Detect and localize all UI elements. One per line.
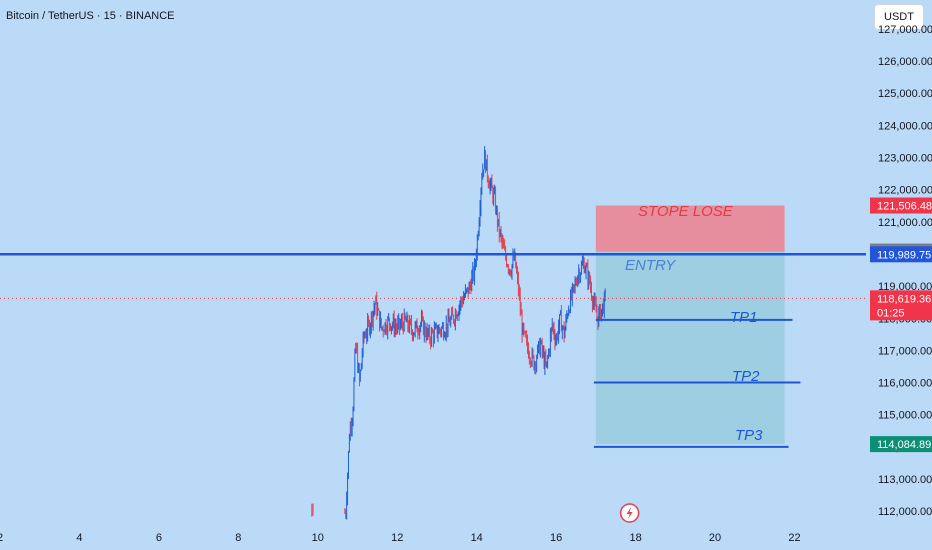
- y-tick-label: 116,000.00: [878, 378, 932, 390]
- y-tick-label: 112,000.00: [878, 506, 932, 518]
- price-tag-bg: [870, 197, 932, 214]
- y-tick-label: 123,000.00: [878, 153, 932, 165]
- x-tick-label: 22: [788, 532, 800, 544]
- y-tick-label: 115,000.00: [878, 410, 932, 422]
- stop-loss-label: STOPE LOSE: [638, 203, 734, 220]
- tp1-label: TP1: [730, 309, 758, 326]
- tp2-label: TP2: [732, 368, 760, 385]
- last-price-tag-bg: [870, 290, 932, 321]
- price-tag-label: 114,084.89: [877, 439, 931, 451]
- x-tick-label: 8: [235, 532, 241, 544]
- x-tick-label: 18: [629, 532, 641, 544]
- price-tag: 119,989.75: [870, 246, 932, 263]
- price-tag-label: 119,989.75: [877, 249, 931, 261]
- price-tag: 114,084.89: [870, 436, 932, 453]
- y-tick-label: 121,000.00: [878, 217, 932, 229]
- symbol-title[interactable]: Bitcoin / TetherUS · 15 · BINANCE: [6, 10, 175, 22]
- price-tag-bg: [870, 436, 932, 453]
- last-price-label: 118,619.36: [877, 293, 931, 305]
- y-tick-label: 124,000.00: [878, 120, 932, 132]
- price-tags: 121,506.48120,075.50119,989.75114,084.89…: [870, 197, 932, 453]
- x-tick-label: 16: [550, 532, 562, 544]
- candles: [311, 146, 606, 520]
- take-profit-zone: [595, 251, 785, 445]
- stop-loss-zone: [595, 205, 785, 252]
- chart-overlays: TP1 TP2 TP3 STOPE LOSE ENTRY: [0, 203, 866, 448]
- price-tag-label: 121,506.48: [877, 201, 932, 213]
- x-tick-label: 10: [312, 532, 324, 544]
- price-tag: 121,506.48: [870, 197, 932, 214]
- x-tick-label: 2: [0, 532, 3, 544]
- y-tick-label: 117,000.00: [878, 345, 932, 357]
- x-tick-label: 12: [391, 532, 403, 544]
- position-zones: [595, 205, 785, 445]
- x-tick-label: 14: [471, 532, 483, 544]
- lightning-icon[interactable]: [626, 507, 633, 519]
- y-tick-label: 125,000.00: [878, 88, 932, 100]
- x-tick-label: 6: [156, 532, 162, 544]
- tp3-label: TP3: [735, 427, 763, 444]
- x-tick-label: 4: [76, 532, 82, 544]
- y-tick-label: 119,000.00: [878, 281, 932, 293]
- x-tick-label: 20: [709, 532, 721, 544]
- bar-countdown: 01:25: [877, 307, 905, 319]
- y-tick-label: 127,000.00: [878, 24, 932, 36]
- event-marker[interactable]: [619, 503, 640, 523]
- currency-button[interactable]: USDT: [874, 4, 924, 30]
- time-axis[interactable]: 2 4 6 8 10 12 14 16 18 20 22: [0, 532, 801, 544]
- price-tag-bg: [870, 246, 932, 263]
- y-tick-label: 122,000.00: [878, 185, 932, 197]
- last-price-tag: 118,619.36 01:25: [870, 290, 932, 321]
- y-tick-label: 113,000.00: [878, 474, 932, 486]
- y-tick-label: 126,000.00: [878, 56, 932, 68]
- entry-label: ENTRY: [625, 257, 676, 274]
